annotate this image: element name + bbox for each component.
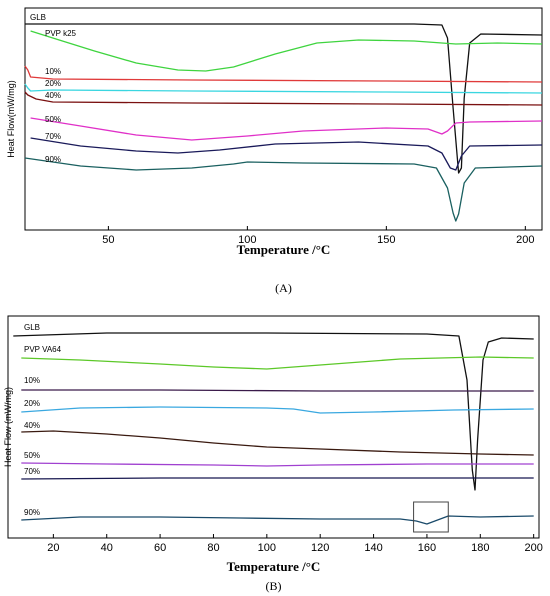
x-tick-label: 50 bbox=[102, 234, 114, 246]
series-label: PVP k25 bbox=[45, 29, 77, 38]
x-tick-label: 120 bbox=[311, 542, 329, 554]
series-line-20- bbox=[24, 83, 543, 94]
x-tick-label: 60 bbox=[154, 542, 166, 554]
panel-label: (A) bbox=[275, 281, 292, 295]
series-line-40- bbox=[21, 430, 534, 456]
series-label: 20% bbox=[24, 399, 40, 408]
series-line-90- bbox=[21, 515, 534, 525]
series-line-40- bbox=[24, 91, 543, 106]
series-label: GLB bbox=[30, 13, 46, 22]
panel-b: 20 40 60 80 100 120 140 160 180 200 Temperature /°… bbox=[3, 315, 543, 593]
series-label: 70% bbox=[45, 132, 61, 141]
series-line-pvp-k25 bbox=[30, 30, 543, 72]
series-label: GLB bbox=[24, 323, 40, 332]
series-label: 40% bbox=[45, 91, 61, 100]
x-tick-label: 180 bbox=[471, 542, 489, 554]
series-label: 20% bbox=[45, 79, 61, 88]
series-label: 50% bbox=[24, 451, 40, 460]
x-axis-label: Temperature /°C bbox=[227, 559, 321, 574]
plot-frame bbox=[7, 315, 540, 539]
x-tick-label: 40 bbox=[101, 542, 113, 554]
y-axis-label: Heat Flow (mW/mg) bbox=[3, 387, 13, 467]
x-tick-label: 200 bbox=[516, 234, 534, 246]
x-axis-label: Temperature /°C bbox=[237, 242, 331, 257]
series-line-50- bbox=[21, 462, 534, 467]
series-label: 90% bbox=[45, 155, 61, 164]
x-tick-label: 160 bbox=[418, 542, 436, 554]
series-label: 10% bbox=[45, 67, 61, 76]
panel-label: (B) bbox=[266, 579, 282, 593]
series-label: 70% bbox=[24, 467, 40, 476]
x-tick-label: 20 bbox=[47, 542, 59, 554]
series-line-90- bbox=[24, 157, 543, 222]
series-line-pvp-va64 bbox=[21, 356, 534, 370]
x-tick-label: 100 bbox=[238, 234, 256, 246]
plot-frame bbox=[24, 7, 543, 231]
x-tick-label: 200 bbox=[524, 542, 542, 554]
series-label: 10% bbox=[24, 376, 40, 385]
panel-a: 50 100 150 200 Temperature /°C Heat Flow(mW/m… bbox=[6, 7, 543, 295]
x-tick-label: 80 bbox=[207, 542, 219, 554]
series-line-glb bbox=[13, 332, 534, 491]
series-line-glb bbox=[25, 23, 543, 174]
x-tick-label: 140 bbox=[364, 542, 382, 554]
series-label: 50% bbox=[45, 115, 61, 124]
series-line-70- bbox=[21, 477, 534, 480]
series-label: 90% bbox=[24, 508, 40, 517]
series-line-10- bbox=[24, 65, 543, 83]
series-label: PVP VA64 bbox=[24, 345, 62, 354]
inset-box bbox=[413, 501, 449, 533]
series-line-20- bbox=[21, 406, 534, 414]
series-line-70- bbox=[30, 137, 543, 171]
y-axis-label: Heat Flow(mW/mg) bbox=[6, 80, 16, 158]
x-tick-label: 150 bbox=[377, 234, 395, 246]
series-line-50- bbox=[30, 117, 543, 141]
series-label: 40% bbox=[24, 421, 40, 430]
x-tick-label: 100 bbox=[258, 542, 276, 554]
series-line-10- bbox=[21, 389, 534, 392]
